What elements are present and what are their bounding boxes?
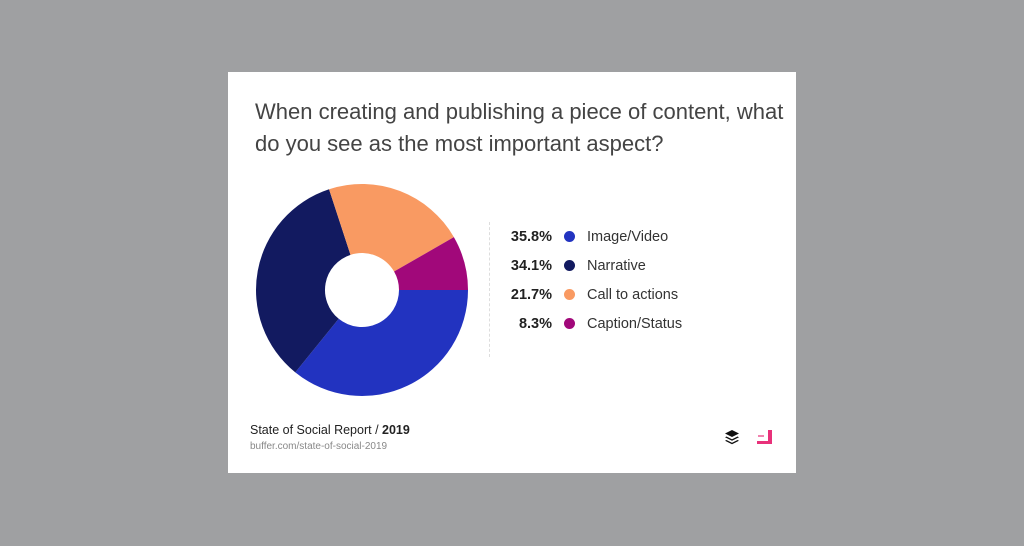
legend-item: 8.3% Caption/Status (496, 309, 682, 338)
legend-label: Caption/Status (587, 315, 683, 332)
legend: 35.8% Image/Video 34.1% Narrative 21.7% Call … (496, 222, 682, 338)
legend-item: 35.8% Image/Video (496, 222, 682, 251)
pie-slice-image-video (295, 290, 468, 397)
report-url: buffer.com/state-of-social-2019 (250, 441, 388, 452)
report-year: 2019 (382, 423, 410, 437)
pie-slice-call-to-actions (329, 184, 454, 272)
legend-swatch (564, 231, 575, 242)
pie-slice-caption-status (394, 237, 468, 290)
donut-chart (255, 184, 468, 397)
legend-value: 34.1% (510, 257, 552, 274)
legend-swatch (564, 289, 575, 300)
legend-label: Narrative (587, 257, 646, 274)
chart-card: When creating and publishing a piece of … (228, 72, 796, 473)
report-label: State of Social Report / (250, 423, 383, 437)
legend-label: Image/Video (587, 228, 669, 245)
legend-value: 8.3% (518, 315, 552, 332)
legend-swatch (564, 260, 575, 271)
legend-swatch (564, 318, 575, 329)
legend-label: Call to actions (587, 286, 679, 303)
pie-slice-narrative (255, 189, 351, 373)
chart-title: When creating and publishing a piece of … (255, 99, 784, 156)
legend-item: 21.7% Call to actions (496, 280, 682, 309)
report-name: State of Social Report / 2019 (250, 423, 410, 437)
legend-item: 34.1% Narrative (496, 251, 682, 280)
brand-logo-icon (757, 430, 772, 444)
legend-value: 35.8% (510, 228, 552, 245)
buffer-logo-icon (725, 430, 739, 445)
legend-value: 21.7% (510, 286, 552, 303)
legend-divider (489, 222, 490, 357)
